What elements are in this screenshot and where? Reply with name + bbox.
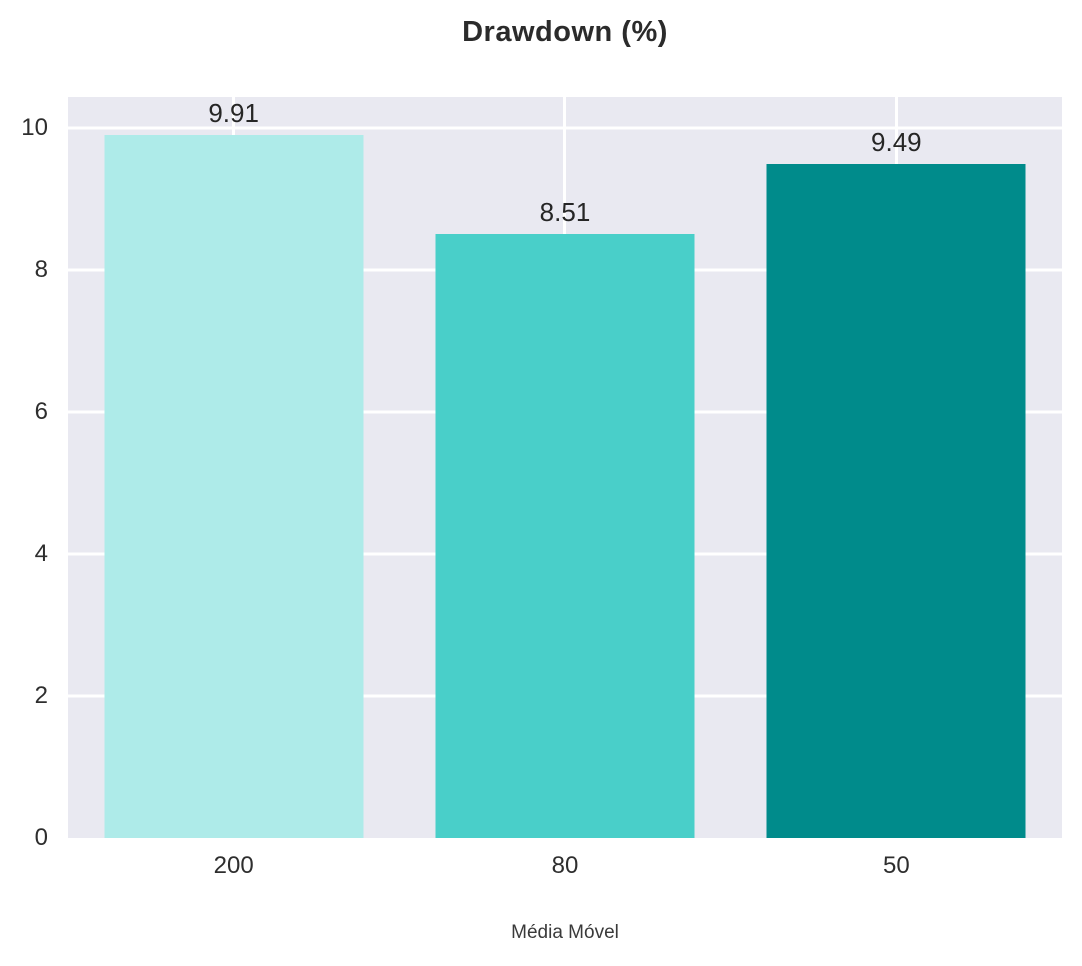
bar-group: 9.49	[731, 97, 1062, 838]
bar-group: 8.51	[399, 97, 730, 838]
y-tick-8: 8	[34, 256, 48, 284]
y-tick-0: 0	[34, 824, 48, 851]
bar-50	[766, 164, 1026, 838]
x-axis-label: Média Móvel	[511, 922, 619, 943]
x-axis: 200 80 50	[68, 838, 1062, 884]
bar-80	[435, 234, 695, 838]
y-tick-10: 10	[21, 114, 48, 142]
plot-area: 9.91 8.51 9.49	[68, 97, 1062, 838]
x-tick-200: 200	[213, 852, 254, 879]
y-tick-6: 6	[34, 398, 48, 426]
bar-200	[104, 134, 364, 838]
bar-group: 9.91	[68, 97, 399, 838]
bar-value-label: 9.91	[208, 97, 259, 128]
x-tick-50: 50	[882, 852, 910, 879]
y-tick-4: 4	[34, 540, 48, 568]
x-tick-80: 80	[551, 852, 579, 879]
bar-value-label: 9.49	[871, 127, 922, 158]
y-axis: 0 2 4 6 8 10	[0, 97, 56, 850]
y-tick-2: 2	[34, 682, 48, 710]
chart-title: Drawdown (%)	[462, 16, 668, 48]
bar-value-label: 8.51	[539, 197, 591, 227]
